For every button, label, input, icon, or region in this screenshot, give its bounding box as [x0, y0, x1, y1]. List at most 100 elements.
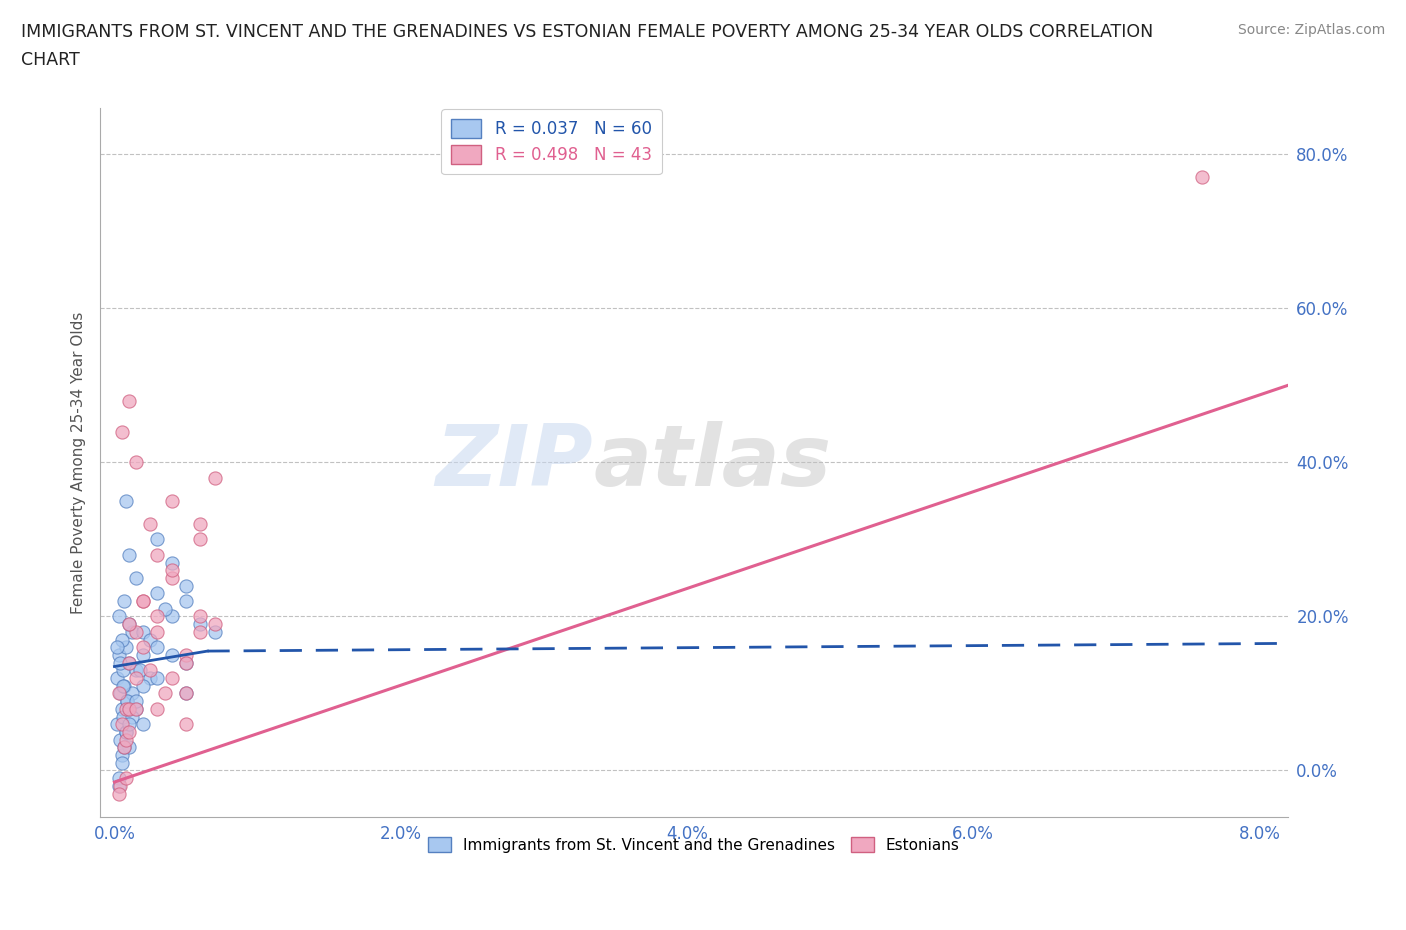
Point	[1191, 170, 1213, 185]
Point	[174, 593, 197, 608]
Point	[108, 656, 131, 671]
Point	[174, 686, 197, 701]
Point	[115, 771, 138, 786]
Point	[146, 701, 169, 716]
Point	[146, 609, 169, 624]
Point	[188, 609, 211, 624]
Point	[110, 424, 132, 439]
Point	[108, 778, 131, 793]
Text: IMMIGRANTS FROM ST. VINCENT AND THE GRENADINES VS ESTONIAN FEMALE POVERTY AMONG : IMMIGRANTS FROM ST. VINCENT AND THE GREN…	[21, 23, 1153, 41]
Point	[121, 624, 143, 639]
Point	[114, 678, 136, 693]
Text: ZIP: ZIP	[436, 421, 593, 504]
Text: Source: ZipAtlas.com: Source: ZipAtlas.com	[1237, 23, 1385, 37]
Point	[160, 647, 183, 662]
Point	[132, 647, 155, 662]
Point	[118, 701, 141, 716]
Point	[105, 671, 128, 685]
Point	[118, 740, 141, 755]
Point	[108, 732, 131, 747]
Point	[115, 640, 138, 655]
Point	[125, 570, 148, 585]
Point	[153, 686, 176, 701]
Point	[146, 640, 169, 655]
Point	[105, 717, 128, 732]
Point	[129, 663, 152, 678]
Point	[110, 701, 132, 716]
Point	[118, 548, 141, 563]
Point	[160, 563, 183, 578]
Point	[146, 532, 169, 547]
Point	[105, 640, 128, 655]
Point	[204, 624, 226, 639]
Point	[188, 624, 211, 639]
Point	[121, 686, 143, 701]
Point	[118, 656, 141, 671]
Point	[132, 624, 155, 639]
Point	[125, 663, 148, 678]
Point	[107, 647, 129, 662]
Point	[115, 701, 138, 716]
Point	[139, 516, 162, 531]
Point	[160, 494, 183, 509]
Point	[204, 617, 226, 631]
Point	[125, 671, 148, 685]
Point	[118, 717, 141, 732]
Point	[132, 640, 155, 655]
Point	[146, 548, 169, 563]
Point	[188, 516, 211, 531]
Point	[125, 701, 148, 716]
Point	[110, 632, 132, 647]
Point	[108, 686, 131, 701]
Point	[115, 724, 138, 739]
Point	[118, 617, 141, 631]
Point	[139, 671, 162, 685]
Point	[132, 593, 155, 608]
Point	[153, 602, 176, 617]
Point	[174, 578, 197, 593]
Point	[160, 570, 183, 585]
Point	[107, 686, 129, 701]
Point	[125, 694, 148, 709]
Point	[174, 656, 197, 671]
Point	[146, 671, 169, 685]
Point	[174, 717, 197, 732]
Point	[110, 717, 132, 732]
Point	[132, 678, 155, 693]
Point	[160, 609, 183, 624]
Point	[139, 632, 162, 647]
Point	[139, 663, 162, 678]
Point	[118, 656, 141, 671]
Point	[174, 647, 197, 662]
Point	[160, 555, 183, 570]
Point	[188, 532, 211, 547]
Point	[115, 732, 138, 747]
Point	[174, 656, 197, 671]
Point	[112, 678, 135, 693]
Point	[174, 686, 197, 701]
Point	[107, 771, 129, 786]
Point	[112, 710, 135, 724]
Point	[110, 748, 132, 763]
Text: atlas: atlas	[593, 421, 831, 504]
Point	[125, 624, 148, 639]
Point	[204, 471, 226, 485]
Point	[188, 617, 211, 631]
Y-axis label: Female Poverty Among 25-34 Year Olds: Female Poverty Among 25-34 Year Olds	[72, 312, 86, 614]
Point	[114, 740, 136, 755]
Point	[110, 755, 132, 770]
Point	[132, 717, 155, 732]
Point	[114, 740, 136, 755]
Point	[160, 671, 183, 685]
Point	[118, 617, 141, 631]
Point	[118, 701, 141, 716]
Point	[107, 609, 129, 624]
Point	[132, 593, 155, 608]
Point	[125, 701, 148, 716]
Point	[121, 710, 143, 724]
Point	[107, 778, 129, 793]
Point	[115, 724, 138, 739]
Text: CHART: CHART	[21, 51, 80, 69]
Point	[146, 586, 169, 601]
Point	[107, 786, 129, 801]
